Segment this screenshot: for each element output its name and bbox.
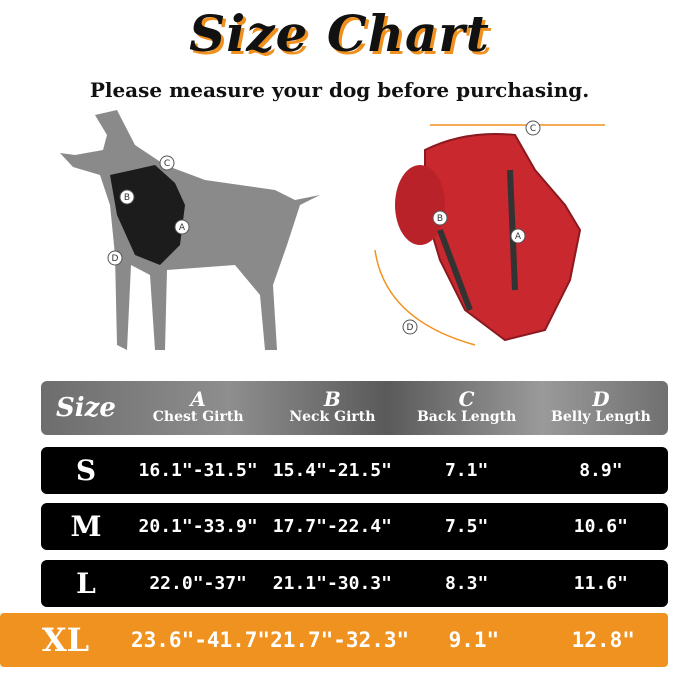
- neck-cell: 21.1"-30.3": [272, 573, 392, 594]
- table-row-l: L 22.0"-37" 21.1"-30.3" 8.3" 11.6": [41, 560, 668, 607]
- dog-illustration: C B A D: [60, 110, 320, 350]
- belly-cell: 11.6": [573, 573, 628, 594]
- subtitle: Please measure your dog before purchasin…: [89, 78, 590, 102]
- page-title: Size Chart: [189, 4, 490, 63]
- chest-cell: 23.6"-41.7": [131, 628, 271, 652]
- chest-cell: 16.1"-31.5": [138, 460, 258, 481]
- chest-cell: 20.1"-33.9": [138, 516, 258, 537]
- size-cell: XL: [41, 621, 90, 659]
- back-cell: 7.1": [444, 460, 489, 481]
- harness-marker-a: A: [515, 232, 522, 242]
- belly-cell: 10.6": [573, 516, 628, 537]
- chest-cell: 22.0"-37": [149, 573, 247, 594]
- marker-a: A: [179, 223, 186, 233]
- back-cell: 8.3": [444, 573, 489, 594]
- size-cell: M: [70, 510, 102, 543]
- neck-cell: 17.7"-22.4": [272, 516, 392, 537]
- table-row-xl-highlighted: XL 23.6"-41.7" 21.7"-32.3" 9.1" 12.8": [0, 613, 668, 667]
- harness-illustration: C B A D: [374, 120, 605, 346]
- harness-marker-c: C: [530, 124, 536, 134]
- table-row-s: S 16.1"-31.5" 15.4"-21.5" 7.1" 8.9": [41, 447, 668, 494]
- size-cell: S: [75, 454, 97, 487]
- marker-b: B: [124, 193, 130, 203]
- back-cell: 9.1": [448, 628, 500, 652]
- harness-marker-d: D: [407, 323, 414, 333]
- belly-cell: 8.9": [579, 460, 623, 481]
- table-row-m: M 20.1"-33.9" 17.7"-22.4" 7.5" 10.6": [41, 503, 668, 550]
- marker-c: C: [164, 159, 170, 169]
- belly-cell: 12.8": [571, 628, 635, 652]
- header-belly-length: D Belly Length: [551, 387, 651, 425]
- marker-d: D: [112, 254, 119, 264]
- header-neck-girth: B Neck Girth: [289, 387, 376, 425]
- neck-cell: 21.7"-32.3": [270, 628, 410, 652]
- back-cell: 7.5": [444, 516, 489, 537]
- header-chest-girth: A Chest Girth: [152, 387, 244, 425]
- neck-cell: 15.4"-21.5": [272, 460, 392, 481]
- size-table-header: Size A Chest Girth B Neck Girth C Back Leng…: [41, 381, 668, 435]
- harness-marker-b: B: [437, 214, 443, 224]
- header-back-length: C Back Length: [416, 387, 517, 425]
- size-header: Size: [56, 393, 116, 423]
- size-cell: L: [76, 567, 96, 600]
